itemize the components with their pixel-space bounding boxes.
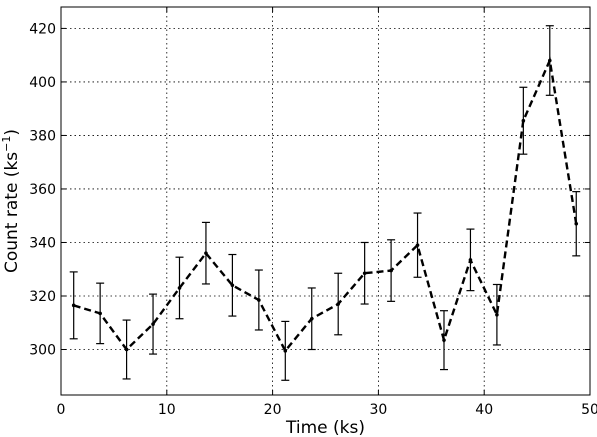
data-point (124, 347, 129, 352)
data-point (495, 312, 499, 317)
y-tick-label: 420 (29, 21, 56, 37)
x-tick-label: 50 (581, 402, 597, 418)
data-point (71, 303, 76, 308)
x-tick-label: 20 (264, 402, 282, 418)
data-point (230, 283, 235, 288)
data-point (98, 311, 102, 316)
data-point (389, 268, 393, 273)
x-tick-label: 40 (475, 402, 493, 418)
data-point (177, 286, 182, 290)
y-tick-label: 380 (29, 128, 56, 144)
data-point (415, 243, 420, 247)
y-axis-label: Count rate (ks−1) (0, 129, 22, 273)
data-point (283, 349, 288, 353)
data-point (362, 271, 367, 276)
y-axis-label-main: Count rate (ks (2, 152, 22, 273)
series-layer (69, 25, 581, 381)
data-line (73, 56, 578, 353)
y-tick-label: 340 (29, 235, 56, 251)
x-tick-label: 10 (158, 402, 176, 418)
data-point (204, 251, 208, 255)
y-tick-label: 400 (29, 75, 56, 91)
y-tick-label: 360 (29, 182, 56, 198)
data-point (547, 58, 552, 63)
y-axis-label-superscript: −1 (0, 136, 13, 152)
y-axis-label-close: ) (2, 129, 22, 136)
data-point (442, 338, 446, 342)
data-point (257, 298, 261, 302)
ticks: 0 10 20 30 40 50 300 320 340 360 380 400 420 (29, 7, 597, 418)
data-point (574, 221, 579, 226)
x-tick-label: 30 (369, 402, 387, 418)
data-point (336, 302, 340, 306)
x-tick-label: 0 (57, 402, 66, 418)
data-point (151, 322, 155, 326)
data-point (521, 118, 526, 123)
y-tick-label: 320 (29, 289, 56, 305)
plot-frame (60, 6, 591, 396)
x-axis-label: Time (ks) (285, 418, 365, 437)
y-tick-label: 300 (29, 343, 56, 359)
grid-lines (61, 7, 590, 395)
data-point (468, 258, 473, 262)
data-point (309, 316, 314, 321)
